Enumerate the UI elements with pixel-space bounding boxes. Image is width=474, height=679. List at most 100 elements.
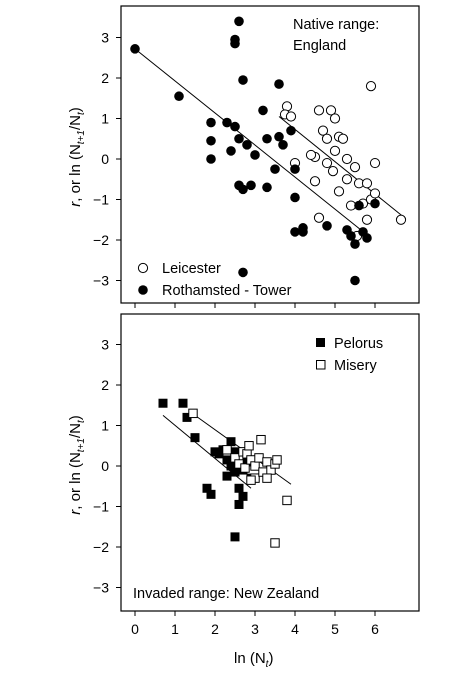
data-point bbox=[230, 38, 240, 49]
y-tick-label: 3 bbox=[101, 337, 109, 353]
data-point bbox=[341, 153, 353, 165]
y-tick-label: 2 bbox=[101, 70, 109, 86]
data-point bbox=[313, 105, 325, 116]
data-point bbox=[256, 434, 266, 445]
y-tick-label: 0 bbox=[101, 151, 109, 167]
data-point bbox=[278, 140, 288, 150]
data-point bbox=[206, 489, 216, 499]
legend: Pelorus Misery bbox=[316, 336, 383, 374]
data-point bbox=[361, 214, 373, 225]
data-point bbox=[182, 412, 192, 422]
data-point bbox=[362, 233, 372, 243]
legend-label-pelorus: Pelorus bbox=[334, 336, 383, 352]
data-point bbox=[174, 91, 184, 102]
data-point bbox=[238, 267, 248, 278]
x-tick-label: 6 bbox=[371, 621, 379, 637]
legend-label-misery: Misery bbox=[334, 358, 377, 374]
data-point bbox=[329, 145, 341, 156]
x-axis: 0 1 2 3 4 5 6 bbox=[131, 621, 379, 637]
x-tick-label: 0 bbox=[131, 621, 139, 637]
data-point bbox=[158, 398, 168, 408]
data-point bbox=[309, 176, 321, 187]
data-point bbox=[230, 121, 240, 132]
data-point bbox=[206, 117, 216, 128]
data-point bbox=[234, 16, 244, 27]
annotation-line-2: England bbox=[293, 38, 346, 54]
data-point bbox=[254, 453, 264, 463]
data-point bbox=[258, 105, 268, 116]
regression-lines bbox=[134, 48, 404, 239]
data-point bbox=[222, 117, 232, 128]
data-point bbox=[226, 461, 236, 471]
data-point bbox=[130, 44, 140, 54]
data-point bbox=[369, 188, 381, 199]
data-point bbox=[350, 239, 360, 249]
data-point bbox=[250, 461, 260, 471]
data-point bbox=[238, 75, 248, 85]
y-tick-label: −2 bbox=[93, 232, 109, 248]
data-point bbox=[349, 162, 361, 173]
data-points bbox=[130, 16, 407, 286]
x-tick-label: 5 bbox=[331, 621, 339, 637]
data-point bbox=[321, 157, 333, 169]
data-point bbox=[262, 133, 272, 144]
data-point bbox=[238, 491, 248, 501]
plot-frame bbox=[120, 313, 420, 612]
data-point bbox=[305, 149, 317, 161]
y-tick-label: 2 bbox=[101, 377, 109, 393]
annotation-line-1: Native range: bbox=[293, 17, 379, 33]
y-tick-label: −3 bbox=[93, 273, 109, 289]
data-point bbox=[365, 81, 377, 92]
y-axis-label-top: r, or ln (Nt+1/Nt) bbox=[67, 107, 87, 206]
y-tick-label: 0 bbox=[101, 458, 109, 474]
plot-frame bbox=[120, 5, 420, 304]
data-point bbox=[274, 131, 284, 142]
data-point bbox=[222, 471, 232, 481]
legend-marker-misery bbox=[316, 360, 326, 370]
data-point bbox=[206, 135, 216, 146]
data-point bbox=[226, 437, 236, 447]
data-point bbox=[270, 164, 280, 174]
data-point bbox=[270, 538, 280, 548]
data-point bbox=[341, 174, 353, 185]
data-point bbox=[178, 398, 188, 408]
legend-marker-rothamsted bbox=[138, 285, 148, 295]
y-axis-ticks: −3 −2 −1 0 1 2 3 bbox=[93, 30, 376, 308]
data-point bbox=[350, 275, 360, 286]
x-tick-label: 1 bbox=[171, 621, 179, 637]
data-point bbox=[234, 499, 244, 509]
data-point bbox=[242, 140, 252, 150]
data-point bbox=[282, 495, 292, 506]
data-point bbox=[234, 133, 244, 144]
data-point bbox=[240, 463, 250, 473]
data-point bbox=[285, 111, 297, 122]
data-point bbox=[290, 227, 300, 237]
annotation-invaded: Invaded range: New Zealand bbox=[133, 586, 319, 602]
data-point bbox=[369, 157, 381, 169]
data-point bbox=[230, 467, 240, 477]
y-axis-label-bottom: r, or ln (Nt+1/Nt) bbox=[67, 415, 87, 514]
data-point bbox=[222, 445, 232, 455]
data-point bbox=[298, 227, 308, 237]
data-point bbox=[286, 125, 296, 136]
data-point bbox=[321, 133, 333, 144]
data-point bbox=[230, 447, 240, 457]
data-point bbox=[333, 186, 345, 197]
data-point bbox=[361, 178, 373, 189]
data-point bbox=[238, 184, 248, 195]
x-tick-label: 3 bbox=[251, 621, 259, 637]
data-point bbox=[322, 221, 332, 231]
data-point bbox=[274, 79, 284, 89]
legend-marker-leicester bbox=[137, 262, 149, 274]
fit-line bbox=[278, 116, 404, 217]
x-tick-label: 4 bbox=[291, 621, 299, 637]
data-point bbox=[226, 146, 236, 156]
data-point bbox=[190, 433, 200, 443]
data-point bbox=[188, 408, 198, 419]
data-point bbox=[230, 532, 240, 542]
data-point bbox=[234, 483, 244, 493]
data-point bbox=[246, 475, 256, 485]
y-tick-label: 1 bbox=[101, 418, 109, 434]
y-tick-label: −1 bbox=[93, 192, 109, 208]
